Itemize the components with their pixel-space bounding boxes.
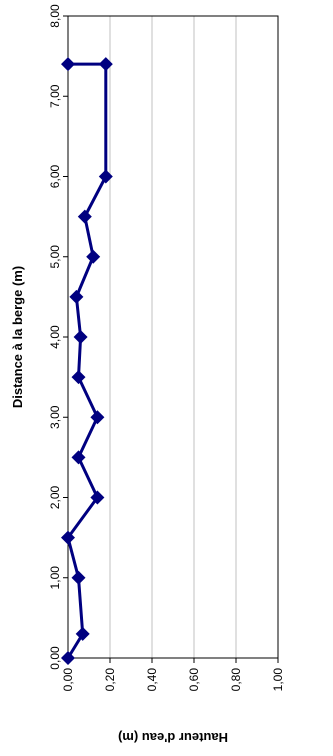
data-point xyxy=(61,57,75,72)
y-tick-label: 0,40 xyxy=(145,668,159,692)
x-tick-label: 7,00 xyxy=(48,84,62,108)
series-line xyxy=(66,62,108,659)
y-tick-label: 0,60 xyxy=(187,668,201,692)
x-axis-title: Distance à la berge (m) xyxy=(10,266,25,408)
data-point xyxy=(90,490,105,505)
y-tick-label: 0,00 xyxy=(61,668,75,692)
x-tick-label: 3,00 xyxy=(48,405,62,429)
gridlines xyxy=(109,16,237,658)
x-tick-label: 2,00 xyxy=(48,485,62,509)
data-point xyxy=(75,626,90,641)
tick-marks xyxy=(63,15,279,663)
data-point xyxy=(71,570,86,585)
x-tick-label: 0,00 xyxy=(48,646,62,670)
y-axis-title: Hauteur d'eau (m) xyxy=(118,730,228,745)
tick-labels: 0,00 0,20 0,40 0,60 0,80 1,00 0,00 1,00 2,00 3,00… xyxy=(48,4,285,691)
data-point xyxy=(90,410,105,425)
x-tick-label: 4,00 xyxy=(48,325,62,349)
y-tick-label: 0,20 xyxy=(103,668,117,692)
data-point xyxy=(61,651,75,665)
plot-area-frame xyxy=(67,15,279,659)
data-point xyxy=(73,330,88,344)
y-tick-label: 1,00 xyxy=(271,668,285,692)
x-tick-label: 8,00 xyxy=(48,4,62,28)
data-point xyxy=(98,169,113,184)
data-point xyxy=(61,530,75,545)
x-tick-label: 5,00 xyxy=(48,245,62,269)
data-point xyxy=(77,209,92,224)
x-tick-label: 6,00 xyxy=(48,164,62,188)
data-point xyxy=(71,450,86,465)
y-tick-label: 0,80 xyxy=(229,668,243,692)
data-point xyxy=(69,289,84,304)
series-markers xyxy=(61,57,113,665)
data-point xyxy=(71,370,86,385)
x-tick-label: 1,00 xyxy=(48,566,62,590)
data-point xyxy=(98,57,113,72)
data-point xyxy=(86,249,101,264)
